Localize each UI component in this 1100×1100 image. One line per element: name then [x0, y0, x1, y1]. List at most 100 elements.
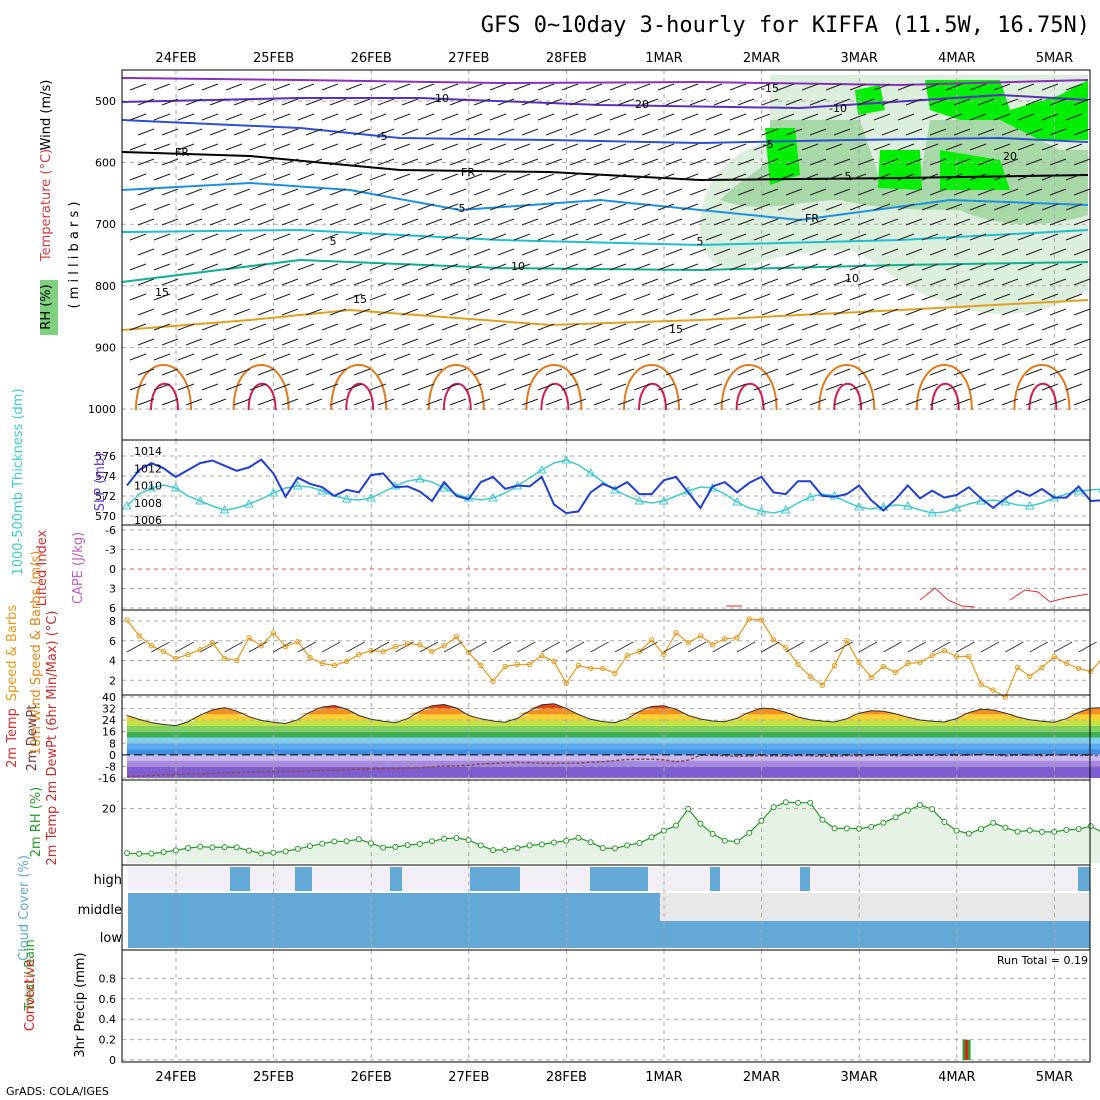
wind-barb [425, 308, 443, 316]
wind-barb [1049, 248, 1067, 256]
cloud-low-bg [128, 921, 1090, 948]
wind-barb [849, 293, 867, 301]
rh-point [941, 818, 948, 825]
isotherm-line [135, 364, 192, 411]
wind-barb [825, 83, 843, 91]
wind-barb [273, 353, 291, 361]
wind-barb [273, 641, 292, 653]
rh-point [307, 843, 313, 850]
wind-barb [833, 158, 851, 166]
wind-barb [785, 641, 805, 653]
wind-barb [153, 113, 171, 121]
wind-barb [1041, 383, 1059, 391]
wind-barb [329, 308, 347, 316]
wind-barb [785, 218, 803, 226]
wind-barb [905, 248, 923, 256]
y-tick-label: 570 [95, 510, 116, 523]
wind-barb [897, 233, 915, 241]
wind-barb [441, 143, 459, 151]
wind-barb [681, 263, 699, 271]
wind-barb [161, 308, 179, 316]
wind-barb [777, 293, 795, 301]
wind-barb [657, 293, 675, 301]
wind-speed-point [343, 658, 350, 665]
wind-barb [370, 641, 390, 653]
wind-barb [929, 338, 947, 346]
wind-barb [209, 398, 227, 406]
wind-barb [545, 188, 563, 196]
wind-barb [825, 323, 843, 331]
rh-point [197, 843, 204, 850]
wind-barb [737, 338, 755, 346]
wind-barb [1073, 128, 1091, 136]
wind-barb [713, 98, 731, 106]
wind-barb [417, 83, 435, 91]
wind-barb [417, 353, 435, 361]
wind-barb [609, 143, 627, 151]
slp-tick-label: 1014 [134, 445, 162, 458]
wind-barb [857, 188, 875, 196]
wind-barb [713, 218, 731, 226]
wind-barb [681, 173, 699, 181]
wind-barb [609, 353, 627, 361]
date-label-top: 27FEB [448, 51, 489, 66]
rh-point [392, 843, 399, 850]
wind-barb [833, 188, 851, 196]
wind-barb [129, 83, 147, 91]
wind-barb [617, 218, 635, 226]
wind-barb [321, 263, 339, 271]
wind-barb [401, 278, 419, 286]
rh-point [904, 807, 911, 814]
y-tick-label: -6 [105, 524, 116, 537]
wind-barb [497, 338, 515, 346]
wind-barb [1065, 173, 1083, 181]
y-tick-label: 500 [95, 95, 116, 108]
rh-point [380, 844, 387, 851]
wind-barb [1017, 143, 1035, 151]
wind-barb [545, 278, 563, 286]
y-tick-label: 0.2 [99, 1034, 117, 1047]
wind-barb [497, 278, 515, 286]
wind-barb [281, 188, 299, 196]
wind-barb [809, 278, 827, 286]
wind-speed-point [892, 669, 899, 676]
wind-speed-point [990, 687, 996, 693]
wind-barb [921, 263, 939, 271]
wind-barb [593, 338, 611, 346]
wind-barb [993, 83, 1011, 91]
wind-barb [713, 368, 731, 376]
wind-barb [921, 113, 939, 121]
wind-barb [993, 143, 1011, 151]
wind-barb [617, 338, 635, 346]
wind-barb [617, 98, 635, 106]
wind-speed-point [160, 648, 167, 655]
wind-barb [873, 233, 891, 241]
wind-ylabel: Speed & Barbs [5, 605, 20, 702]
wind-barb [281, 308, 299, 316]
wind-speed-point [612, 670, 618, 677]
wind-barb [801, 233, 819, 241]
wind-barb [345, 353, 363, 361]
wind-barb [377, 218, 395, 226]
wind-barb [497, 218, 515, 226]
wind-barb [281, 98, 299, 106]
date-label-top: 5MAR [1036, 51, 1073, 66]
wind-barb [225, 143, 243, 151]
rh-point [612, 845, 618, 852]
rh-point [331, 838, 338, 845]
wind-barb [777, 323, 795, 331]
wind-barb [305, 98, 323, 106]
wind-barb [545, 398, 563, 406]
wind-barb [873, 353, 891, 361]
wind-barb [993, 293, 1011, 301]
wind-barb [1073, 98, 1091, 106]
wind-barb [185, 308, 203, 316]
wind-barb [977, 188, 995, 196]
wind-barb [737, 188, 755, 196]
wind-barb [377, 278, 395, 286]
credit-label: GrADS: COLA/IGES [6, 1085, 109, 1098]
wind-barb [641, 188, 659, 196]
wind-barb [777, 353, 795, 361]
y-tick-label: -3 [105, 544, 116, 557]
wind-barb [969, 353, 987, 361]
